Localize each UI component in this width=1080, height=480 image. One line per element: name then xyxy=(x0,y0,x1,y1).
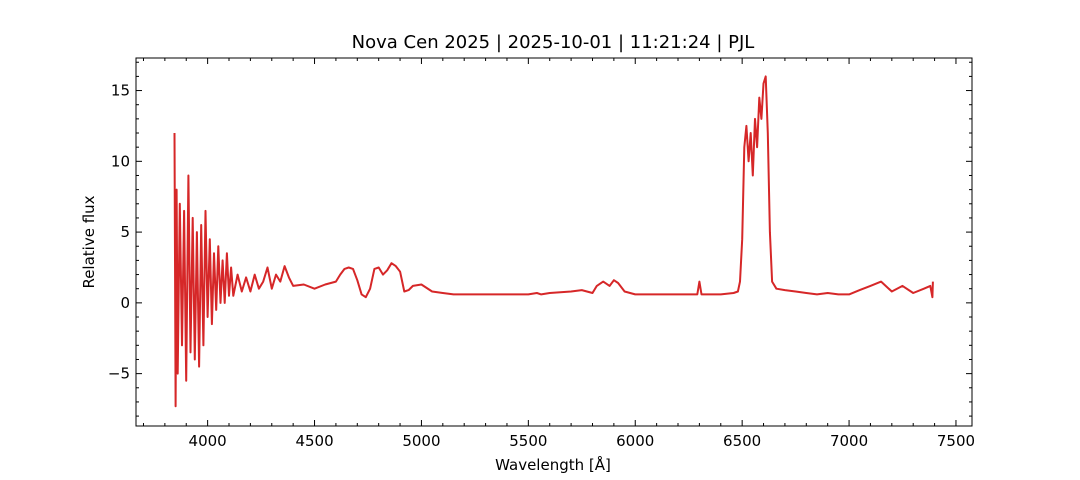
x-tick-label: 5500 xyxy=(509,432,547,450)
y-tick-label: −5 xyxy=(108,365,130,383)
y-axis: −5 0 5 10 15 xyxy=(108,61,972,417)
y-axis-label: Relative flux xyxy=(80,195,98,288)
x-tick-label: 5000 xyxy=(402,432,440,450)
x-axis: 4000 4500 5000 5500 6000 6500 7000 7500 xyxy=(142,58,975,450)
y-tick-label: 0 xyxy=(120,294,130,312)
chart-title: Nova Cen 2025 | 2025-10-01 | 11:21:24 | … xyxy=(352,32,755,53)
x-axis-label: Wavelength [Å] xyxy=(495,455,611,474)
x-tick-label: 4500 xyxy=(295,432,333,450)
x-tick-label: 7000 xyxy=(830,432,868,450)
x-tick-label: 6000 xyxy=(616,432,654,450)
x-tick-label: 4000 xyxy=(189,432,227,450)
x-tick-label: 6500 xyxy=(723,432,761,450)
plot-area xyxy=(173,75,934,408)
y-tick-label: 5 xyxy=(120,223,130,241)
x-tick-label: 7500 xyxy=(937,432,975,450)
y-tick-label: 15 xyxy=(111,82,130,100)
y-tick-label: 10 xyxy=(111,152,130,170)
spectrum-line xyxy=(173,75,934,408)
plot-frame xyxy=(135,57,973,427)
